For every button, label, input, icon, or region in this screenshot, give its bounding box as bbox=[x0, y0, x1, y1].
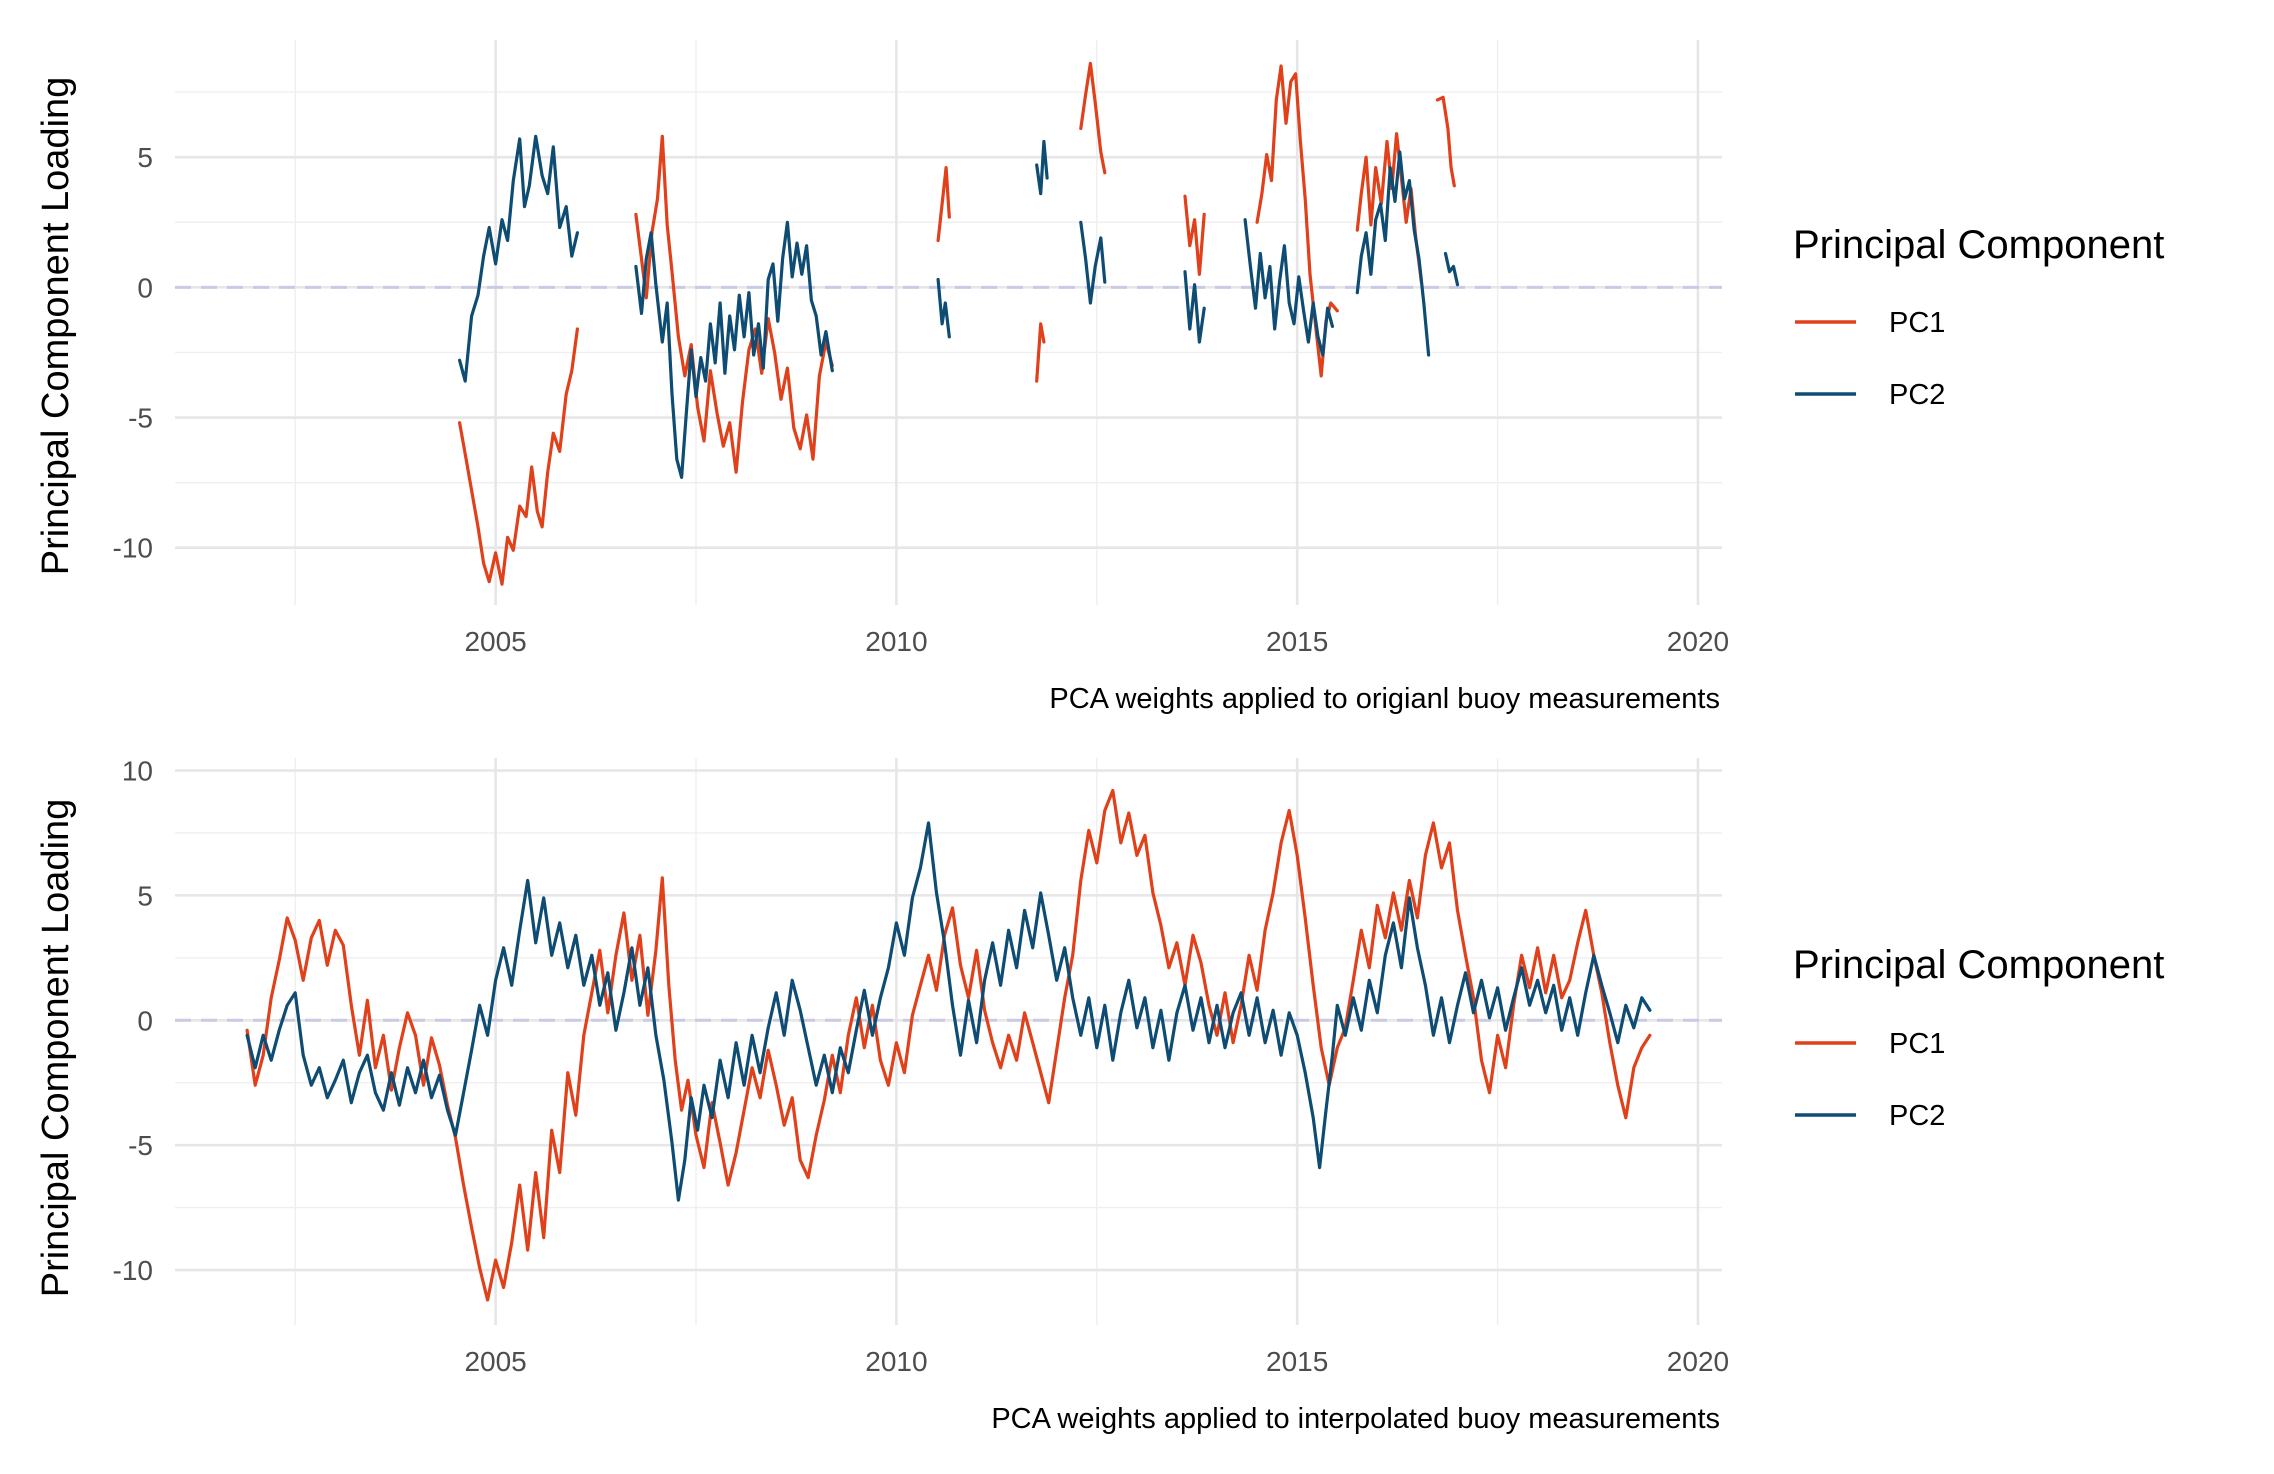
panel-1-legend-title: Principal Component bbox=[1793, 223, 2164, 267]
panel-2-legend: Principal Component PC1 PC2 bbox=[1793, 943, 2164, 1132]
panel-2-x-tick-2010: 2010 bbox=[865, 1346, 927, 1377]
panel-2-x-tick-2015: 2015 bbox=[1266, 1346, 1328, 1377]
panel-1-series bbox=[458, 61, 1460, 586]
panel-2-major-grid bbox=[175, 758, 1722, 1325]
panel-2-series-pc1 bbox=[245, 788, 1652, 1302]
panel-1-y-axis-label: Principal Component Loading bbox=[35, 77, 77, 576]
panel-1-legend: Principal Component PC1 PC2 bbox=[1793, 223, 2164, 411]
panel-2-legend-label-pc2: PC2 bbox=[1889, 1100, 1945, 1132]
panel-1-legend-label-pc1: PC1 bbox=[1889, 307, 1945, 339]
panel-1-pc2-line-segment-7 bbox=[1243, 218, 1334, 357]
panel-1-x-tick-2005: 2005 bbox=[464, 626, 526, 657]
panel-2-pc2-line-segment-1 bbox=[245, 821, 1652, 1202]
panel-1-pc2-line-segment-6 bbox=[1183, 270, 1206, 344]
panel-1-series-pc2 bbox=[458, 134, 1460, 479]
panel-1-x-tick-labels: 2005 2010 2015 2020 bbox=[464, 626, 1729, 657]
panel-1-pc2-line-segment-8 bbox=[1355, 150, 1431, 357]
panel-1-y-tick-5: 5 bbox=[137, 142, 153, 173]
panel-1-legend-label-pc2: PC2 bbox=[1889, 379, 1945, 411]
panel-1-pc2-line-segment-3 bbox=[936, 277, 951, 339]
panel-2-y-tick-0: 0 bbox=[137, 1005, 153, 1036]
panel-1-pc2-line-segment-5 bbox=[1079, 220, 1107, 305]
panel-2-y-tick-labels: -10 -5 0 5 10 bbox=[113, 755, 153, 1286]
panel-2-x-tick-2005: 2005 bbox=[464, 1346, 526, 1377]
panel-1-caption: PCA weights applied to origianl buoy mea… bbox=[1049, 683, 1720, 715]
panel-1-pc1-line-segment-1 bbox=[458, 327, 579, 586]
panel-1-pc2-line-segment-2 bbox=[634, 220, 834, 479]
panel-2-x-tick-labels: 2005 2010 2015 2020 bbox=[464, 1346, 1729, 1377]
panel-2-series bbox=[245, 788, 1652, 1302]
panel-1-pc2-line-segment-4 bbox=[1035, 139, 1049, 196]
panel-1: 2005 2010 2015 2020 -10 -5 0 5 Principal Compo… bbox=[35, 40, 2164, 715]
panel-2: 2005 2010 2015 2020 -10 -5 0 5 10 Principal Com… bbox=[35, 755, 2164, 1435]
panel-2-y-tick--5: -5 bbox=[128, 1130, 153, 1161]
panel-1-y-tick--10: -10 bbox=[113, 533, 153, 564]
panel-2-pc1-line-segment-1 bbox=[245, 788, 1652, 1302]
panel-1-y-tick-0: 0 bbox=[137, 272, 153, 303]
panel-2-y-tick--10: -10 bbox=[113, 1255, 153, 1286]
panel-1-x-tick-2020: 2020 bbox=[1667, 626, 1729, 657]
panel-2-minor-grid bbox=[175, 758, 1722, 1325]
panel-1-y-tick--5: -5 bbox=[128, 403, 153, 434]
panel-1-pc1-line-segment-5 bbox=[1079, 61, 1107, 175]
panel-1-y-tick-labels: -10 -5 0 5 bbox=[113, 142, 153, 564]
panel-2-caption: PCA weights applied to interpolated buoy… bbox=[991, 1403, 1720, 1435]
panel-2-series-pc2 bbox=[245, 821, 1652, 1202]
panel-1-pc1-line-segment-2 bbox=[634, 134, 834, 474]
panel-1-x-tick-2015: 2015 bbox=[1266, 626, 1328, 657]
panel-2-x-tick-2020: 2020 bbox=[1667, 1346, 1729, 1377]
panel-1-pc2-line-segment-1 bbox=[458, 134, 579, 383]
panel-1-pc1-line-segment-9 bbox=[1435, 95, 1456, 188]
panel-1-pc1-line-segment-3 bbox=[936, 166, 951, 243]
panel-2-legend-title: Principal Component bbox=[1793, 943, 2164, 987]
panel-1-pc1-line-segment-6 bbox=[1183, 194, 1206, 276]
panel-1-pc2-line-segment-9 bbox=[1443, 251, 1460, 287]
panel-2-y-tick-5: 5 bbox=[137, 880, 153, 911]
panel-2-legend-label-pc1: PC1 bbox=[1889, 1028, 1945, 1060]
panel-1-x-tick-2010: 2010 bbox=[865, 626, 927, 657]
panel-1-minor-grid bbox=[175, 40, 1722, 605]
panel-2-y-axis-label: Principal Component Loading bbox=[35, 799, 77, 1298]
panel-2-y-tick-10: 10 bbox=[122, 755, 153, 786]
panel-1-pc1-line-segment-7 bbox=[1255, 64, 1339, 378]
panel-1-pc1-line-segment-4 bbox=[1035, 322, 1046, 383]
